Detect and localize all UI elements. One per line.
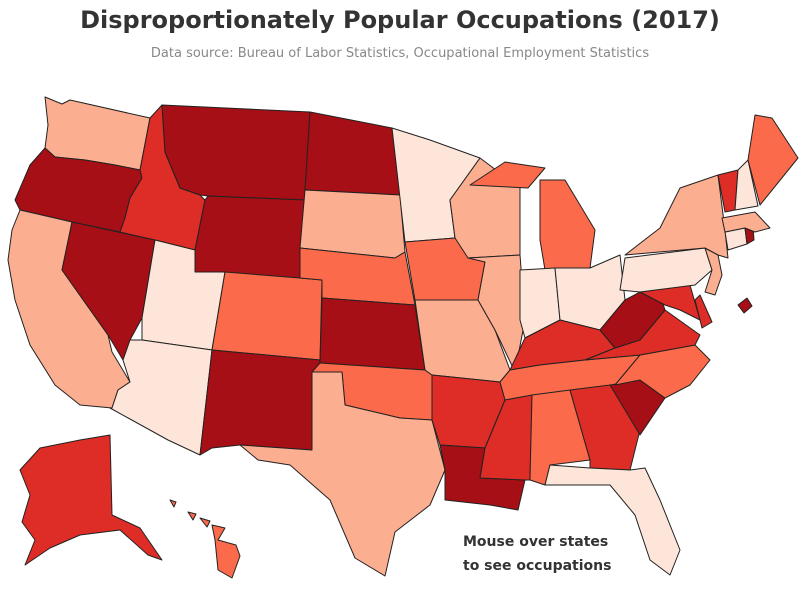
state-wy[interactable] [194,195,306,279]
state-fl[interactable] [544,464,681,576]
state-hi[interactable] [169,499,241,579]
state-ks[interactable] [319,297,426,371]
state-dc[interactable] [737,297,753,314]
state-ak[interactable] [19,434,163,566]
state-mt[interactable] [161,104,311,201]
state-ny[interactable] [624,174,729,259]
state-az[interactable] [109,339,213,456]
state-me[interactable] [747,114,799,206]
state-nd[interactable] [304,111,401,196]
state-ma[interactable] [721,211,771,233]
state-co[interactable] [211,271,323,361]
map-subtitle: Data source: Bureau of Labor Statistics,… [150,46,650,61]
state-sd[interactable] [299,189,406,259]
hover-hint-line-2: to see occupations [463,558,612,574]
state-de[interactable] [694,294,713,329]
map-title: Disproportionately Popular Occupations (… [80,6,720,34]
state-tx[interactable] [239,371,446,577]
hover-hint: Mouse over states to see occupations [463,530,611,578]
hover-hint-line-1: Mouse over states [463,534,609,550]
state-il[interactable] [467,254,526,373]
state-nh[interactable] [734,159,759,211]
state-nm[interactable] [199,349,321,456]
